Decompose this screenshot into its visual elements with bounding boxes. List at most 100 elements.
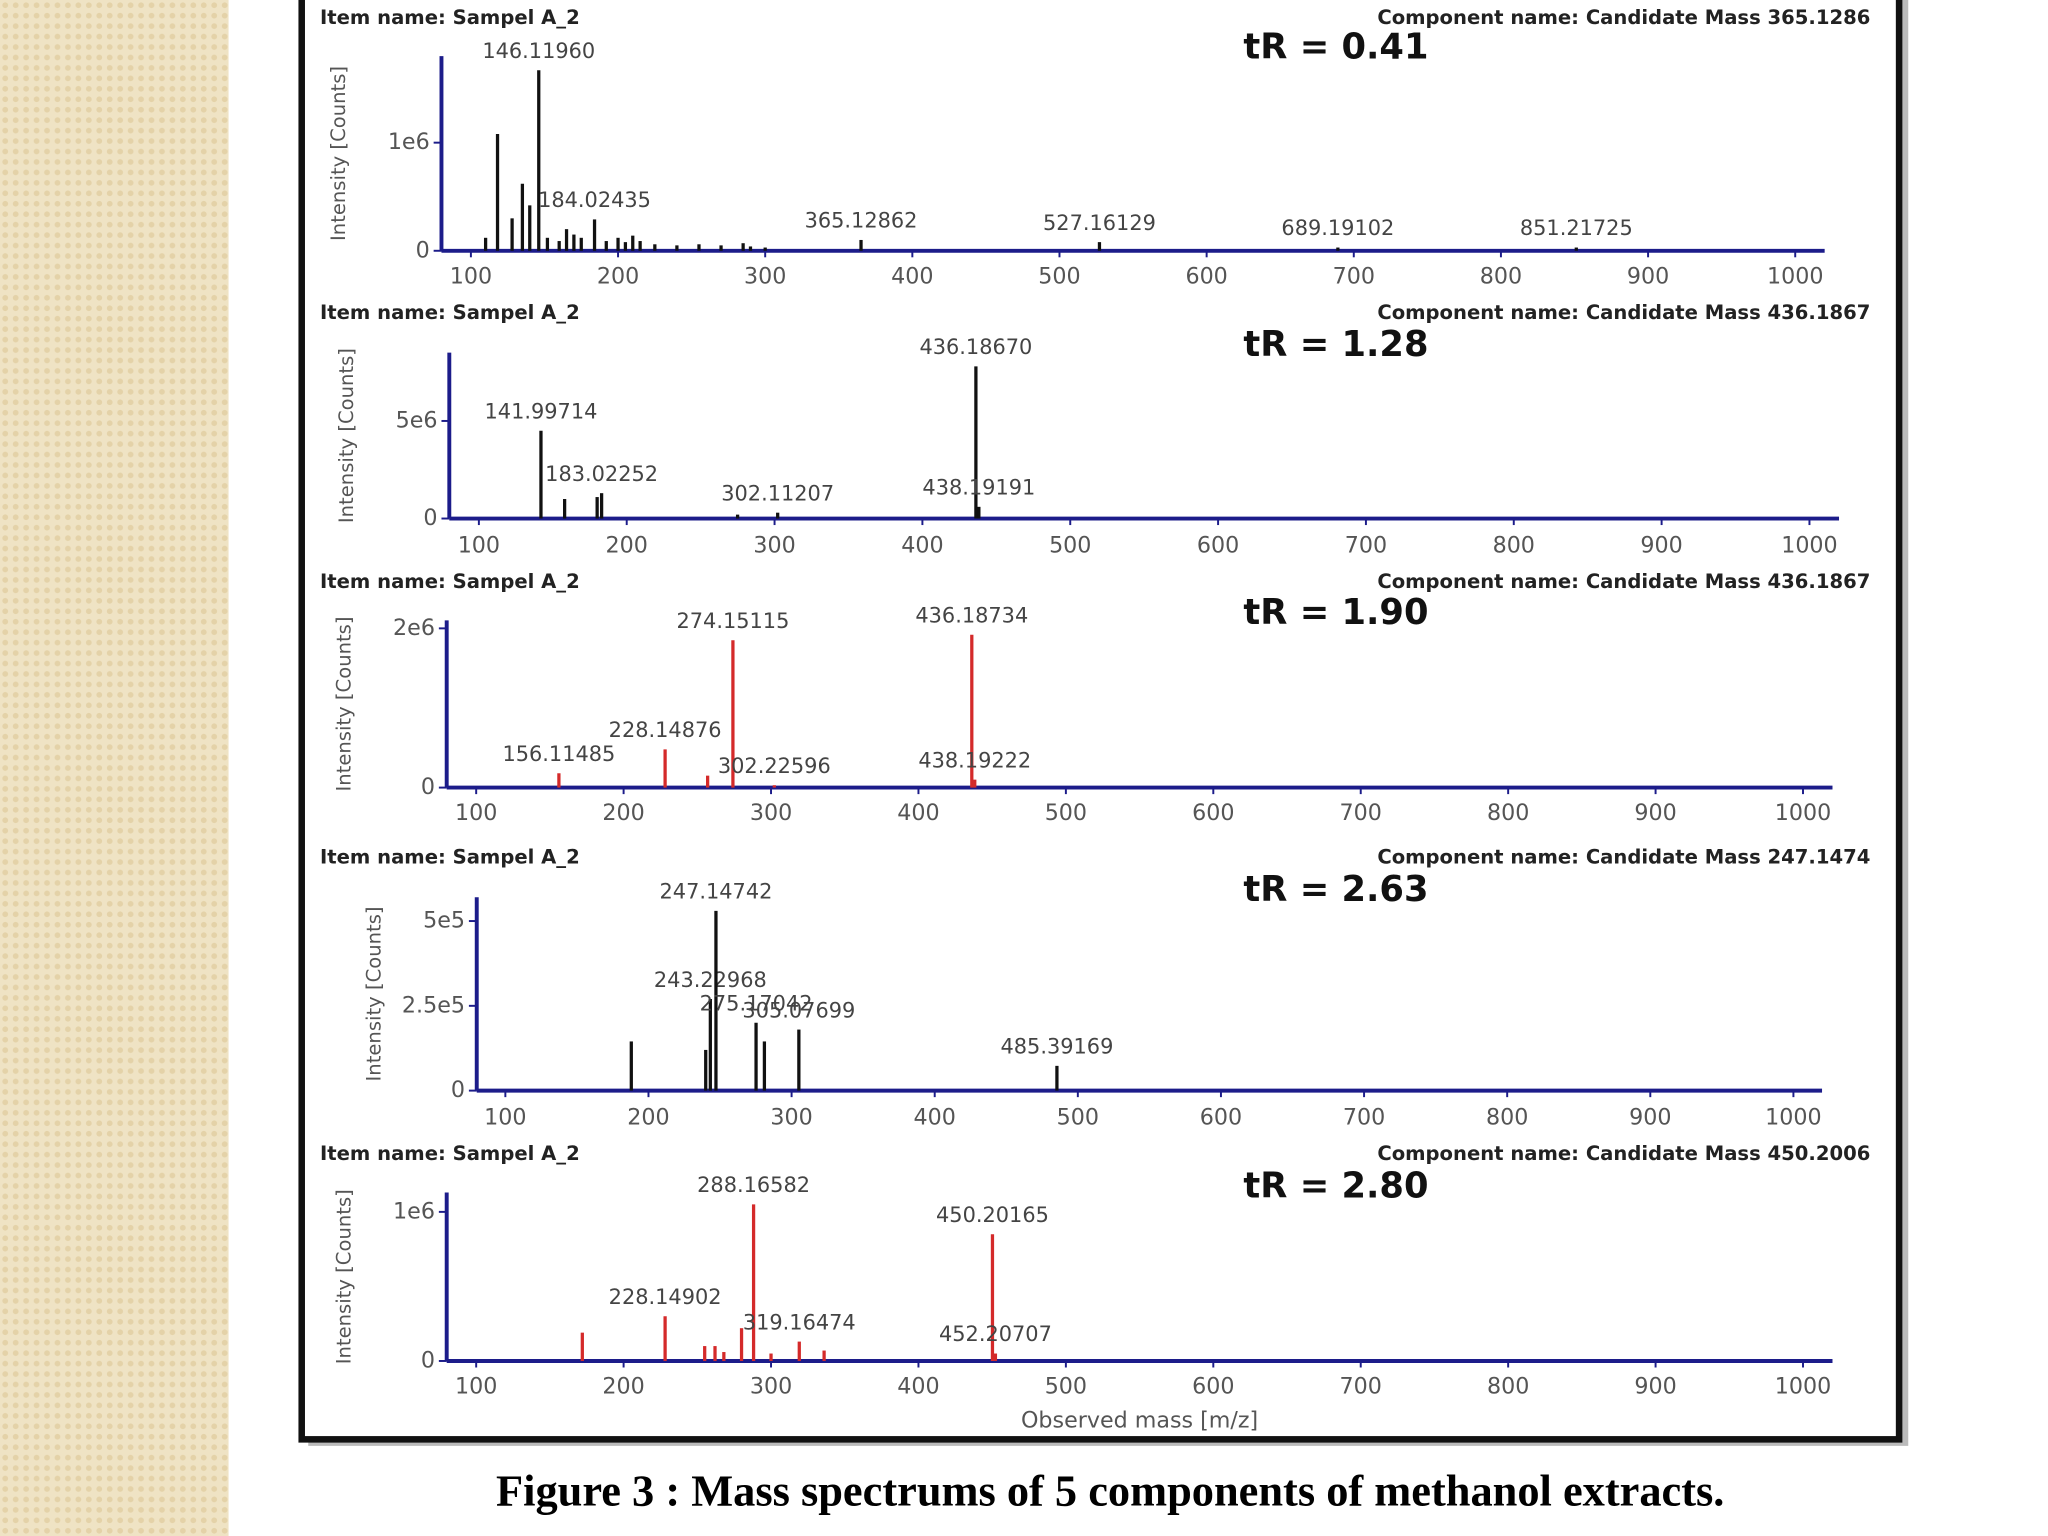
y-tick-label: 0 [451, 1077, 465, 1103]
peak-label: 275.17042 [700, 991, 813, 1015]
peak-label: 452.20707 [939, 1322, 1052, 1346]
x-tick-label: 100 [458, 532, 500, 558]
peak-label: 247.14742 [660, 880, 773, 904]
retention-time: tR = 2.80 [1243, 1165, 1428, 1206]
x-tick-label: 600 [1200, 1105, 1242, 1131]
retention-time: tR = 2.63 [1243, 869, 1428, 910]
y-tick-label: 0 [423, 505, 437, 531]
peak-label: 141.99714 [485, 399, 598, 423]
y-tick-label: 2.5e5 [402, 992, 465, 1018]
x-tick-label: 100 [455, 1374, 497, 1400]
peak-label: 438.19222 [918, 748, 1031, 772]
peak-label: 302.22596 [718, 754, 831, 778]
x-tick-label: 500 [1038, 263, 1080, 289]
component-name: Component name: Candidate Mass 436.1867 [1377, 301, 1870, 324]
x-tick-label: 700 [1340, 800, 1382, 826]
y-tick-label: 0 [421, 774, 435, 800]
x-tick-label: 700 [1333, 263, 1375, 289]
x-tick-label: 600 [1192, 1374, 1234, 1400]
peak-label: 146.11960 [482, 39, 595, 63]
x-tick-label: 500 [1045, 1374, 1087, 1400]
x-tick-label: 600 [1192, 800, 1234, 826]
x-tick-label: 100 [450, 263, 492, 289]
x-tick-label: 1000 [1765, 1105, 1821, 1131]
x-tick-label: 700 [1345, 532, 1387, 558]
y-axis-label: Intensity [Counts] [332, 1189, 355, 1364]
peak-label: 288.16582 [697, 1173, 810, 1197]
x-tick-label: 200 [602, 800, 644, 826]
x-tick-label: 800 [1493, 532, 1535, 558]
x-tick-label: 400 [897, 800, 939, 826]
x-tick-label: 600 [1185, 263, 1227, 289]
x-tick-label: 1000 [1775, 800, 1831, 826]
component-name: Component name: Candidate Mass 365.1286 [1377, 6, 1870, 29]
x-tick-label: 1000 [1781, 532, 1837, 558]
x-tick-label: 500 [1049, 532, 1091, 558]
peak-label: 436.18670 [919, 335, 1032, 359]
x-tick-label: 900 [1627, 263, 1669, 289]
x-axis-label: Observed mass [m/z] [1021, 1408, 1258, 1434]
peak-label: 438.19191 [922, 476, 1035, 500]
x-tick-label: 200 [627, 1105, 669, 1131]
x-tick-label: 300 [744, 263, 786, 289]
x-tick-label: 1000 [1767, 263, 1823, 289]
x-tick-label: 400 [897, 1374, 939, 1400]
x-tick-label: 900 [1640, 532, 1682, 558]
x-tick-label: 400 [901, 532, 943, 558]
item-name: Item name: Sampel A_2 [320, 570, 580, 593]
x-tick-label: 400 [914, 1105, 956, 1131]
item-name: Item name: Sampel A_2 [320, 301, 580, 324]
x-tick-label: 500 [1057, 1105, 1099, 1131]
peak-label: 450.20165 [936, 1203, 1049, 1227]
caption: Figure 3 : Mass spectrums of 5 component… [496, 1466, 1724, 1516]
x-tick-label: 1000 [1775, 1374, 1831, 1400]
retention-time: tR = 0.41 [1243, 26, 1428, 67]
x-tick-label: 500 [1045, 800, 1087, 826]
item-name: Item name: Sampel A_2 [320, 6, 580, 29]
peak-label: 485.39169 [1000, 1035, 1113, 1059]
retention-time: tR = 1.28 [1243, 324, 1428, 365]
x-tick-label: 600 [1197, 532, 1239, 558]
x-tick-label: 200 [602, 1374, 644, 1400]
x-tick-label: 300 [753, 532, 795, 558]
x-tick-label: 100 [455, 800, 497, 826]
peak-label: 305.07699 [742, 998, 855, 1022]
y-tick-label: 1e6 [388, 129, 430, 155]
component-name: Component name: Candidate Mass 247.1474 [1377, 846, 1870, 869]
spectra: Item name: Sampel A_2 Component name: Can… [320, 6, 1870, 1434]
y-tick-label: 1e6 [393, 1198, 435, 1224]
x-tick-label: 900 [1634, 1374, 1676, 1400]
x-tick-label: 800 [1480, 263, 1522, 289]
item-name: Item name: Sampel A_2 [320, 1142, 580, 1165]
x-tick-label: 100 [484, 1105, 526, 1131]
peak-label: 319.16474 [743, 1310, 856, 1334]
x-tick-label: 900 [1634, 800, 1676, 826]
x-tick-label: 700 [1343, 1105, 1385, 1131]
peak-label: 228.14876 [609, 718, 722, 742]
peak-label: 156.11485 [502, 742, 615, 766]
x-tick-label: 900 [1629, 1105, 1671, 1131]
component-name: Component name: Candidate Mass 450.2006 [1377, 1142, 1870, 1165]
peak-label: 851.21725 [1520, 216, 1633, 240]
peak-label: 228.14902 [609, 1285, 722, 1309]
x-tick-label: 300 [770, 1105, 812, 1131]
x-tick-label: 400 [891, 263, 933, 289]
y-tick-label: 5e5 [423, 908, 465, 934]
peak-label: 365.12862 [805, 209, 918, 233]
peak-label: 302.11207 [721, 481, 834, 505]
peak-label: 527.16129 [1043, 211, 1156, 235]
y-axis-label: Intensity [Counts] [332, 616, 355, 791]
x-tick-label: 300 [750, 1374, 792, 1400]
y-tick-label: 2e6 [393, 615, 435, 641]
peak-label: 274.15115 [676, 609, 789, 633]
peak-label: 243.22968 [654, 968, 767, 992]
peak-label: 689.19102 [1281, 216, 1394, 240]
x-tick-label: 800 [1486, 1105, 1528, 1131]
peak-label: 184.02435 [538, 188, 651, 212]
y-axis-label: Intensity [Counts] [327, 66, 350, 241]
side-band [0, 0, 229, 1536]
component-name: Component name: Candidate Mass 436.1867 [1377, 570, 1870, 593]
x-tick-label: 800 [1487, 1374, 1529, 1400]
